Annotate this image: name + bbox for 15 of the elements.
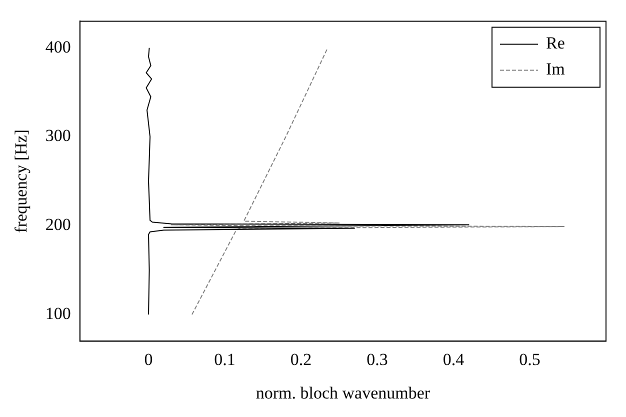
y-axis-title: frequency [Hz] xyxy=(12,130,31,233)
x-tick-label: 0.2 xyxy=(290,350,312,369)
y-tick-label: 200 xyxy=(45,215,71,234)
y-tick-label: 400 xyxy=(45,37,71,56)
legend-label: Re xyxy=(546,34,565,53)
legend-label: Im xyxy=(546,60,565,79)
x-tick-label: 0.3 xyxy=(366,350,388,369)
x-tick-label: 0.1 xyxy=(214,350,236,369)
line-series xyxy=(170,47,565,316)
x-axis-title: norm. bloch wavenumber xyxy=(256,383,430,402)
y-tick-label: 300 xyxy=(45,126,71,146)
x-tick-label: 0.5 xyxy=(519,350,540,369)
x-tick-label: 0 xyxy=(144,350,153,369)
x-tick-label: 0.4 xyxy=(442,350,465,369)
y-tick-label: 100 xyxy=(45,304,71,323)
